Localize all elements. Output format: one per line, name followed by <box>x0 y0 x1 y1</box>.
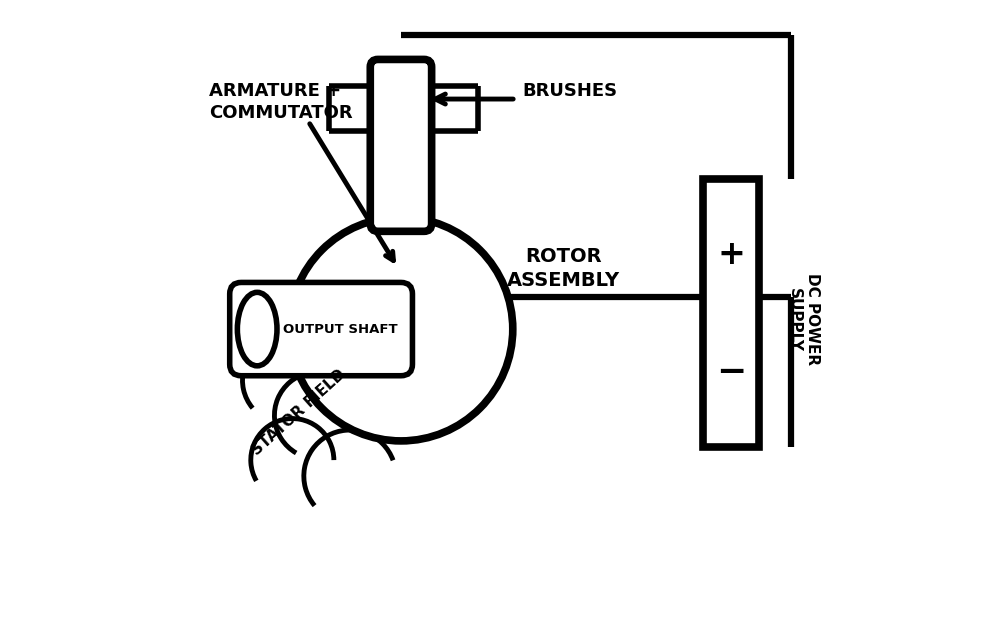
FancyBboxPatch shape <box>370 59 432 231</box>
Bar <box>703 179 759 447</box>
Text: +: + <box>717 238 745 270</box>
Text: ROTOR
ASSEMBLY: ROTOR ASSEMBLY <box>507 247 620 289</box>
Circle shape <box>289 217 513 441</box>
Text: ARMATURE +
COMMUTATOR: ARMATURE + COMMUTATOR <box>209 82 353 122</box>
Text: DC POWER
SUPPLY: DC POWER SUPPLY <box>787 273 820 366</box>
Text: OUTPUT SHAFT: OUTPUT SHAFT <box>283 323 398 335</box>
FancyBboxPatch shape <box>230 282 412 376</box>
Ellipse shape <box>237 293 277 366</box>
Text: −: − <box>716 355 746 389</box>
Text: BRUSHES: BRUSHES <box>522 82 617 100</box>
Text: STATOR FIELD: STATOR FIELD <box>249 366 348 458</box>
